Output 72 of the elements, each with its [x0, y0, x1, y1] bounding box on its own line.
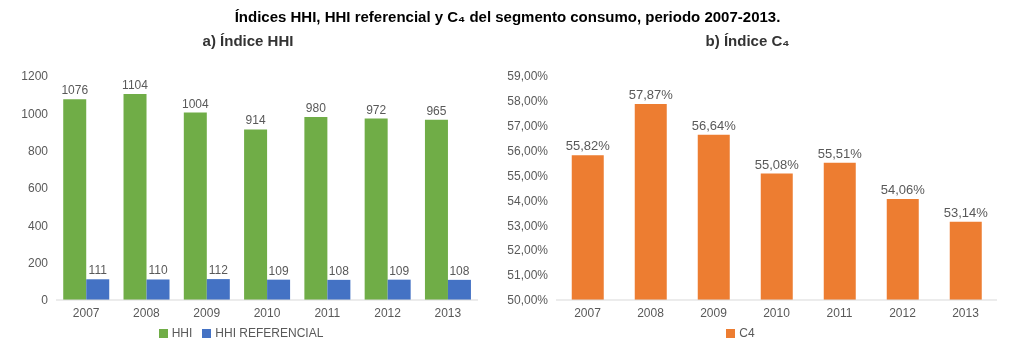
- data-label: 56,64%: [691, 117, 737, 133]
- bar: [146, 279, 170, 300]
- data-label: 108: [449, 263, 470, 278]
- bar: [86, 279, 110, 300]
- data-label: 965: [426, 103, 447, 118]
- x-tick-label: 2011: [826, 305, 853, 320]
- data-label: 111: [88, 263, 108, 278]
- y-tick-label: 52,00%: [507, 243, 549, 258]
- y-tick-label: 400: [27, 218, 49, 233]
- legend-label: HHI: [171, 326, 193, 340]
- bar: [364, 118, 388, 300]
- bar: [424, 119, 448, 300]
- data-label: 112: [208, 263, 229, 278]
- bar: [447, 279, 471, 300]
- y-tick-label: 53,00%: [507, 218, 549, 233]
- bar: [267, 279, 291, 300]
- y-tick-label: 58,00%: [507, 94, 549, 109]
- bar: [63, 99, 87, 300]
- x-tick-label: 2010: [253, 305, 281, 320]
- y-tick-label: 54,00%: [507, 193, 549, 208]
- y-tick-label: 55,00%: [507, 168, 549, 183]
- data-label: 55,08%: [754, 156, 800, 172]
- data-label: 1004: [181, 96, 209, 111]
- bar: [327, 279, 351, 300]
- bar: [206, 279, 230, 300]
- data-label: 980: [305, 101, 327, 116]
- bar: [244, 129, 268, 300]
- data-label: 972: [366, 102, 387, 117]
- y-tick-label: 57,00%: [507, 119, 549, 134]
- bar: [123, 93, 147, 300]
- x-tick-label: 2009: [193, 305, 221, 320]
- bar: [183, 112, 207, 300]
- x-tick-label: 2007: [574, 305, 602, 320]
- y-tick-label: 59,00%: [507, 69, 549, 84]
- bar: [304, 117, 328, 300]
- x-tick-label: 2012: [889, 305, 917, 320]
- data-label: 108: [328, 263, 350, 278]
- x-tick-label: 2013: [434, 305, 462, 320]
- data-label: 55,51%: [817, 145, 863, 161]
- y-tick-label: 0: [41, 293, 49, 308]
- y-tick-label: 800: [27, 143, 49, 158]
- data-label: 1104: [122, 77, 149, 92]
- y-tick-label: 56,00%: [507, 143, 549, 158]
- data-label: 53,14%: [943, 204, 989, 220]
- data-label: 57,87%: [628, 87, 674, 103]
- data-label: 110: [148, 263, 168, 278]
- data-label: 109: [389, 263, 410, 278]
- y-tick-label: 1000: [21, 106, 49, 121]
- x-tick-label: 2007: [72, 305, 100, 320]
- legend-label: C4: [739, 326, 755, 340]
- x-tick-label: 2009: [700, 305, 728, 320]
- x-tick-label: 2010: [763, 305, 791, 320]
- data-label: 55,82%: [565, 138, 611, 154]
- x-tick-label: 2012: [374, 305, 402, 320]
- chart-subtitle: a) Índice HHI: [201, 32, 295, 51]
- x-tick-label: 2008: [133, 305, 161, 320]
- data-label: 54,06%: [880, 181, 926, 197]
- chart-title: Índices HHI, HHI referencial y C₄ del segmento consumo, periodo 2007-2013.: [233, 8, 782, 27]
- y-tick-label: 1200: [21, 69, 49, 84]
- y-tick-label: 600: [27, 181, 49, 196]
- data-label: 109: [268, 263, 289, 278]
- chart-title: b) Índice C₄: [704, 32, 791, 51]
- legend-label: HHI REFERENCIAL: [215, 326, 324, 340]
- y-tick-label: 200: [27, 255, 49, 270]
- bar: [387, 279, 411, 300]
- y-tick-label: 50,00%: [507, 293, 549, 308]
- data-label: 1076: [61, 83, 89, 98]
- x-tick-label: 2013: [952, 305, 980, 320]
- data-label: 914: [245, 113, 266, 128]
- x-tick-label: 2008: [637, 305, 665, 320]
- y-tick-label: 51,00%: [507, 268, 549, 283]
- x-tick-label: 2011: [314, 305, 341, 320]
